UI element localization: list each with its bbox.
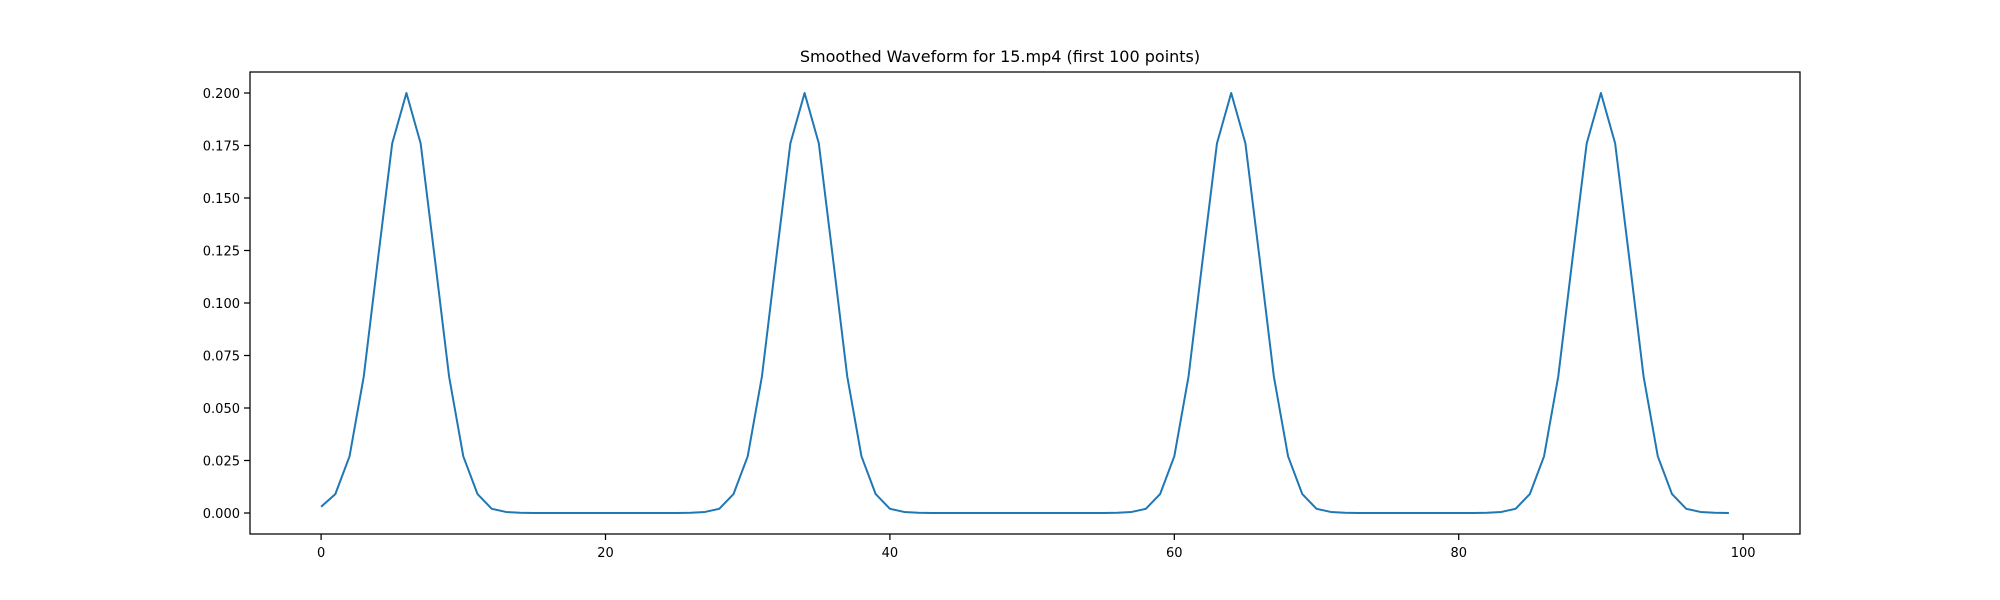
y-tick-label: 0.175	[203, 140, 240, 155]
y-tick-label: 0.200	[203, 87, 240, 102]
y-tick-label: 0.050	[203, 402, 240, 417]
y-tick-label: 0.125	[203, 245, 240, 260]
x-tick-label: 0	[317, 546, 325, 561]
x-tick-label: 100	[1731, 546, 1756, 561]
y-tick-label: 0.025	[203, 455, 240, 470]
plot-area	[249, 71, 1801, 535]
x-tick-label: 20	[597, 546, 614, 561]
y-tick-label: 0.075	[203, 350, 240, 365]
y-tick-label: 0.100	[203, 297, 240, 312]
chart-title: Smoothed Waveform for 15.mp4 (first 100 …	[800, 47, 1200, 66]
x-tick-label: 40	[882, 546, 899, 561]
x-tick-label: 80	[1450, 546, 1467, 561]
y-tick-label: 0.150	[203, 192, 240, 207]
x-tick-label: 60	[1166, 546, 1183, 561]
y-tick-label: 0.000	[203, 507, 240, 522]
y-axis: 0.000 0.025 0.050 0.075 0.100 0.125 0.150 0.175…	[203, 87, 250, 522]
x-axis: 0 20 40 60 80 100	[317, 534, 1756, 561]
waveform-line	[320, 92, 1729, 514]
